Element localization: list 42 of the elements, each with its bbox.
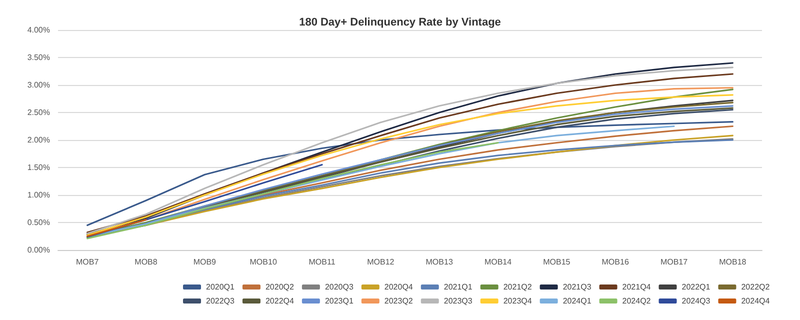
x-tick-label: MOB14 [484, 258, 512, 266]
legend-label: 2020Q4 [384, 282, 414, 292]
x-tick-label: MOB18 [719, 258, 747, 266]
y-tick-label: 0.50% [27, 218, 50, 227]
legend-label: 2021Q2 [503, 282, 532, 292]
legend-label: 2022Q4 [265, 296, 294, 306]
legend-label: 2023Q4 [503, 296, 532, 306]
legend-label: 2020Q3 [324, 282, 354, 292]
legend-label: 2023Q1 [324, 296, 354, 306]
x-tick-label: MOB17 [660, 258, 688, 266]
x-tick-label: MOB16 [602, 258, 630, 266]
y-tick-label: 1.00% [27, 190, 50, 200]
y-tick-label: 1.50% [27, 163, 50, 172]
chart-title: 180 Day+ Delinquency Rate by Vintage [299, 16, 501, 28]
legend-label: 2021Q3 [562, 282, 592, 292]
legend-label: 2022Q3 [206, 296, 236, 306]
x-tick-label: MOB12 [367, 258, 395, 266]
y-tick-label: 4.00% [27, 26, 50, 34]
x-tick-label: MOB10 [250, 258, 278, 266]
legend-label: 2024Q2 [622, 296, 652, 306]
x-tick-label: MOB7 [76, 258, 100, 266]
x-tick-label: MOB8 [134, 258, 158, 266]
legend-label: 2020Q1 [206, 282, 236, 292]
legend-label: 2023Q3 [444, 296, 473, 306]
legend-label: 2020Q2 [265, 282, 294, 292]
y-tick-label: 2.00% [27, 136, 50, 144]
legend-label: 2021Q4 [622, 282, 652, 292]
x-tick-label: MOB15 [543, 258, 571, 266]
x-tick-label: MOB11 [308, 258, 336, 266]
y-tick-label: 2.50% [27, 108, 50, 117]
y-tick-label: 3.00% [27, 80, 50, 90]
legend-label: 2022Q2 [741, 282, 770, 292]
x-tick-label: MOB13 [426, 258, 454, 266]
legend-label: 2024Q1 [562, 296, 592, 306]
y-tick-label: 0.00% [27, 246, 50, 254]
legend-label: 2024Q3 [682, 296, 711, 306]
legend-label: 2022Q1 [682, 282, 711, 292]
x-tick-label: MOB9 [193, 258, 217, 266]
legend-label: 2024Q4 [741, 296, 770, 306]
y-tick-label: 3.50% [27, 53, 50, 62]
legend-label: 2023Q2 [384, 296, 414, 306]
legend-label: 2021Q1 [444, 282, 473, 292]
